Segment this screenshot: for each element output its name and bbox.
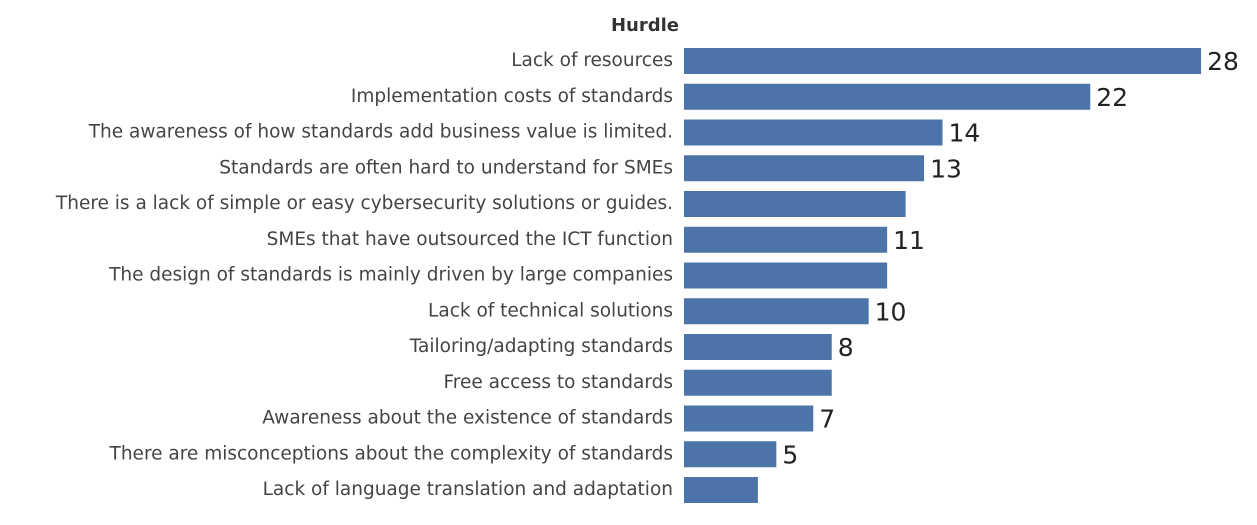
- value-label: 10: [875, 297, 907, 326]
- bar: [684, 405, 814, 432]
- bar: [684, 334, 832, 360]
- value-label: 8: [838, 333, 854, 362]
- category-label: Tailoring/adapting standards: [409, 336, 673, 357]
- bar: [684, 155, 925, 182]
- bar: [684, 48, 1202, 74]
- category-label: Awareness about the existence of standar…: [262, 408, 673, 429]
- value-label: 28: [1207, 47, 1239, 76]
- bar: [684, 191, 906, 217]
- category-label: There is a lack of simple or easy cybers…: [55, 193, 673, 214]
- category-label: Implementation costs of standards: [351, 86, 673, 107]
- value-label: 14: [949, 119, 981, 148]
- value-label: 13: [930, 154, 962, 183]
- value-label: 7: [819, 405, 835, 434]
- axis-title: Hurdle: [611, 15, 679, 36]
- category-label: Lack of resources: [511, 50, 673, 71]
- bar: [684, 119, 943, 146]
- category-label: There are misconceptions about the compl…: [109, 443, 673, 464]
- value-label: 5: [782, 440, 798, 469]
- bar: [684, 298, 869, 325]
- bar: [684, 226, 888, 253]
- bar: [684, 441, 777, 468]
- category-label: Free access to standards: [443, 372, 673, 393]
- category-label: Lack of technical solutions: [428, 300, 673, 321]
- category-label: The design of standards is mainly driven…: [108, 265, 673, 286]
- bar: [684, 262, 888, 289]
- category-label: SMEs that have outsourced the ICT functi…: [267, 229, 673, 250]
- bar: [684, 83, 1091, 110]
- category-label: Lack of language translation and adaptat…: [263, 479, 673, 500]
- bar: [684, 369, 832, 396]
- value-label: 22: [1096, 83, 1128, 112]
- category-label: Standards are often hard to understand f…: [219, 157, 673, 178]
- category-label: The awareness of how standards add busin…: [88, 122, 673, 143]
- bar: [684, 477, 758, 503]
- value-label: 11: [893, 226, 925, 255]
